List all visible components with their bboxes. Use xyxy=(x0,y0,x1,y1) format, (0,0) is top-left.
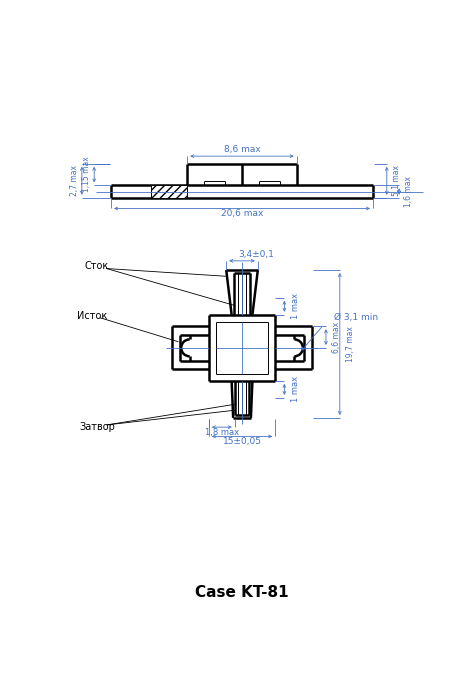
Text: Затвор: Затвор xyxy=(79,422,115,432)
Text: 20,6 max: 20,6 max xyxy=(221,210,263,219)
Text: 19,7 max: 19,7 max xyxy=(346,326,355,362)
Bar xyxy=(151,186,187,198)
Text: Исток: Исток xyxy=(77,310,107,321)
Text: 3,4±0,1: 3,4±0,1 xyxy=(238,250,274,259)
Text: 1,8 max: 1,8 max xyxy=(205,428,239,437)
Text: 2,7 max: 2,7 max xyxy=(70,165,79,197)
Text: Сток: Сток xyxy=(85,261,109,271)
Text: 15±0,05: 15±0,05 xyxy=(222,437,262,447)
Text: 5,1 max: 5,1 max xyxy=(392,165,401,197)
Text: 6,6 max: 6,6 max xyxy=(332,321,341,353)
Text: Ø 3,1 min: Ø 3,1 min xyxy=(333,312,378,321)
Text: 1 max: 1 max xyxy=(291,293,300,319)
Text: 1,15 max: 1,15 max xyxy=(82,157,91,192)
Text: 1 max: 1 max xyxy=(291,376,300,403)
Text: 1,6 max: 1,6 max xyxy=(404,176,413,207)
Text: Case KT-81: Case KT-81 xyxy=(195,585,289,600)
Text: 8,6 max: 8,6 max xyxy=(224,145,261,154)
